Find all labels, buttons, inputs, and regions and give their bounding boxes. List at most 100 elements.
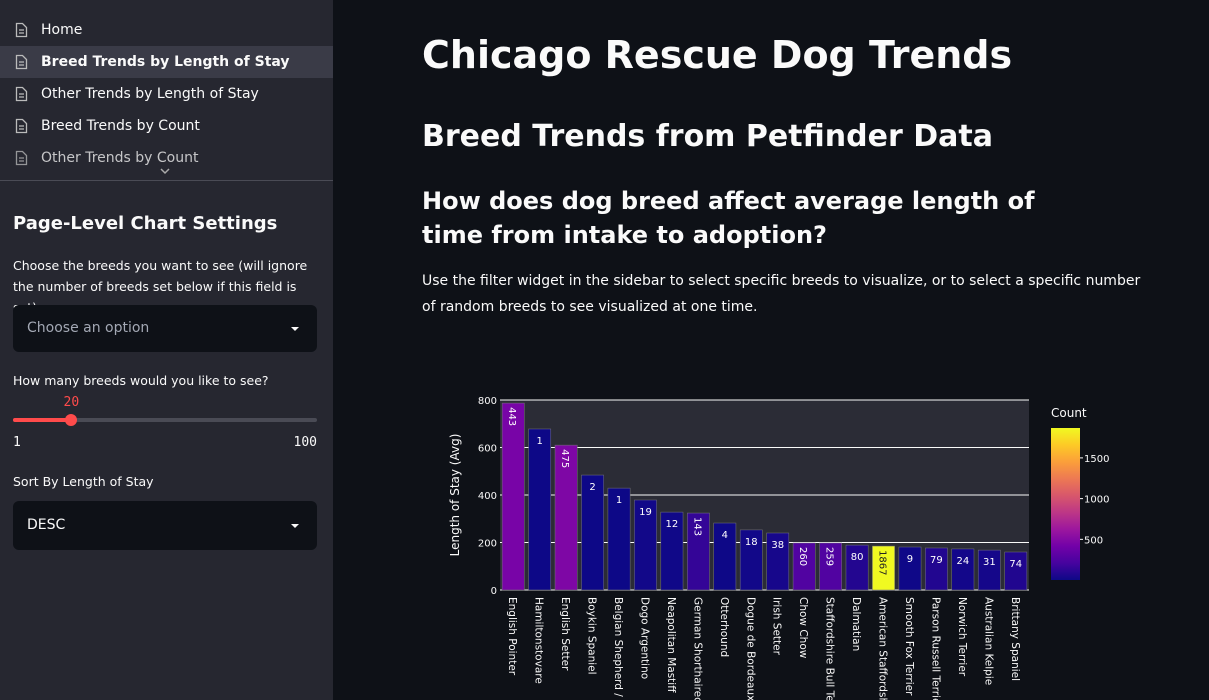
bar-label: 260 [797,547,808,566]
slider[interactable]: 20 [13,395,317,428]
x-tick-label: Irish Setter [771,597,783,656]
slider-value: 20 [63,395,80,410]
colorbar-title: Count [1051,406,1087,420]
bar-label: 2 [589,482,595,493]
slider-min: 1 [13,435,21,450]
bar-label: 80 [851,552,864,563]
x-tick-label: Dalmatian [850,597,862,651]
nav-item[interactable]: Breed Trends by Length of Stay [0,46,333,78]
x-tick-label: Dogue de Bordeaux [744,597,756,700]
sort-label: Sort By Length of Stay [13,474,154,489]
nav-label: Home [41,22,83,38]
page-icon [15,22,28,38]
sidebar: Home Breed Trends by Length of Stay Other … [0,0,333,700]
bar [819,542,842,591]
bar-label: 38 [771,540,784,551]
dropdown-arrow [291,524,299,528]
nav-more[interactable] [158,166,172,176]
x-tick-label: Boykin Spaniel [586,597,598,675]
x-tick-label: Brittany Spaniel [1009,597,1021,681]
bar-label: 24 [957,556,970,567]
bar-label: 19 [639,507,652,518]
page-icon [15,150,28,166]
breeds-select[interactable]: Choose an option [13,305,317,352]
y-tick-label: 400 [478,491,497,502]
x-tick-label: Neapolitan Mastiff [665,597,677,693]
bar-label: 1 [616,495,622,506]
bar [977,549,1001,591]
count-label: How many breeds would you like to see? [13,373,269,388]
sort-select[interactable]: DESC [13,501,317,550]
placeholder: Choose an option [27,320,150,336]
bar-label: 1 [536,436,542,447]
x-tick-label: English Setter [559,597,571,671]
bar [634,499,657,591]
x-tick-label: Staffordshire Bull Ter [824,597,836,700]
bar-label: 475 [559,449,570,468]
x-tick-label: Chow Chow [797,597,809,659]
bar [581,474,604,591]
slider-max: 100 [293,435,317,450]
breeds-label: Choose the breeds you want to see (will … [13,258,308,315]
bar [713,522,737,591]
bar [898,546,922,591]
bar [766,532,790,591]
bar [925,547,948,591]
y-tick-label: 200 [478,539,497,550]
x-tick-label: American Staffordsh [877,597,889,700]
bar [872,545,895,591]
y-tick-label: 600 [478,444,497,455]
question: How does dog breed affect average length… [422,187,1035,249]
divider [0,180,333,181]
colorbar-tick-label: 500 [1084,535,1103,546]
bar [845,544,869,591]
nav-label: Other Trends by Count [41,150,199,166]
bar-label: 74 [1009,559,1022,570]
colorbar-tick-label: 1500 [1084,454,1109,465]
y-tick-label: 0 [491,586,497,597]
x-tick-label: Norwich Terrier [956,597,968,677]
nav-item[interactable]: Home [0,14,333,46]
nav-item[interactable]: Other Trends by Count [0,142,333,174]
x-tick-label: Parson Russell Terrie [929,597,941,700]
nav-item[interactable]: Other Trends by Length of Stay [0,78,333,110]
bar [528,428,552,591]
bar [739,529,763,591]
bar [1004,551,1028,591]
y-tick-label: 800 [478,396,497,407]
page-icon [15,86,28,102]
bar-label: 12 [666,519,679,530]
description: Use the filter widget in the sidebar to … [422,273,1141,315]
bar-label: 1867 [877,550,888,575]
bar-label: 443 [506,407,517,426]
x-tick-label: Australian Kelpie [982,597,994,685]
slider-thumb[interactable] [65,414,78,426]
bar [660,511,684,591]
page-icon [15,54,28,70]
colorbar [1051,428,1080,580]
page-title: Chicago Rescue Dog Trends [422,33,1013,77]
bar [792,542,816,591]
dropdown-arrow [291,327,299,331]
chart: 0 200 400 600 800 Length of Stay (Avg) English… [448,396,1109,700]
colorbar-tick-label: 1000 [1084,495,1109,506]
bar [501,402,525,591]
x-tick-label: Dogo Argentino [638,597,650,679]
bar-label: 4 [722,530,728,541]
bar [951,548,975,591]
bar [554,444,578,591]
page-subtitle: Breed Trends from Petfinder Data [422,119,993,154]
bar [687,512,710,591]
x-tick-label: German Shorthaired [691,597,703,700]
bar-label: 31 [983,557,996,568]
nav-label: Other Trends by Length of Stay [41,86,259,102]
slider-track [13,418,317,422]
bar-label: 143 [691,517,702,536]
nav-item[interactable]: Breed Trends by Count [0,110,333,142]
y-axis-title: Length of Stay (Avg) [448,434,462,557]
x-tick-label: Otterhound [718,597,730,657]
nav-label: Breed Trends by Count [41,118,200,134]
sort-value: DESC [27,517,66,533]
bar-label: 9 [907,554,913,565]
